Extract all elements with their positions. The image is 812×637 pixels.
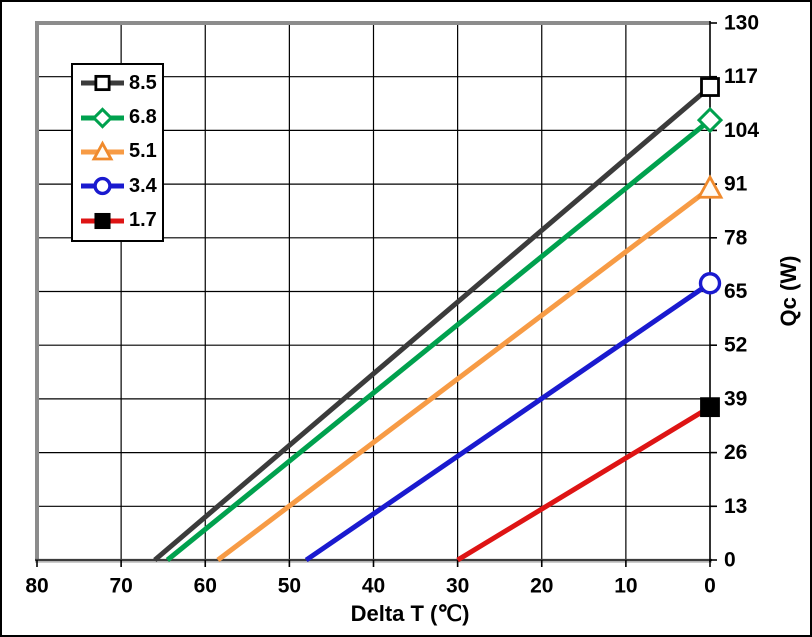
legend-label: 5.1 — [129, 140, 157, 163]
x-tick-label: 50 — [278, 575, 301, 598]
x-tick-label: 70 — [109, 575, 132, 598]
y-axis-title-text: Qc (W) — [776, 255, 801, 327]
legend-item: 6.8 — [73, 100, 162, 134]
legend-marker — [91, 140, 114, 161]
legend-marker — [93, 177, 112, 196]
series-line-3.4 — [304, 281, 712, 563]
y-tick-label: 65 — [724, 280, 748, 303]
legend-label: 3.4 — [129, 174, 157, 197]
y-tick-label: 26 — [724, 441, 747, 464]
x-tick-label: 60 — [194, 575, 217, 598]
x-tick-label: 80 — [25, 575, 48, 598]
legend-label: 6.8 — [129, 106, 157, 129]
series-marker-1.7 — [700, 397, 720, 418]
x-tick-label: 20 — [530, 575, 553, 598]
y-tick-label: 0 — [724, 549, 736, 572]
legend-label: 8.5 — [129, 71, 157, 94]
legend-marker — [94, 212, 111, 229]
legend-sample — [81, 177, 124, 196]
series-line-6.8 — [165, 118, 712, 562]
series-line-8.5 — [153, 85, 712, 562]
x-tick-label: 0 — [704, 575, 716, 598]
legend-marker — [94, 75, 111, 92]
y-tick-label: 91 — [724, 173, 748, 196]
x-axis-title: Delta T (℃) — [350, 601, 470, 626]
y-tick-label: 117 — [724, 65, 758, 88]
series-marker-3.4 — [698, 272, 722, 295]
y-tick-label: 39 — [724, 387, 747, 410]
x-tick-label: 40 — [362, 575, 385, 598]
y-tick-label: 78 — [724, 226, 748, 249]
legend-sample — [81, 212, 124, 229]
x-tick-label: 10 — [614, 575, 637, 598]
legend-item: 3.4 — [73, 169, 162, 203]
legend-item: 1.7 — [73, 204, 162, 238]
series-marker-5.1 — [696, 174, 724, 199]
series-line-1.7 — [456, 405, 712, 563]
legend-item: 5.1 — [73, 135, 162, 169]
y-tick-label: 104 — [724, 119, 759, 142]
legend-sample — [81, 75, 124, 92]
legend: 8.5 6.8 5.1 3.4 1.7 — [71, 63, 164, 242]
legend-sample — [81, 106, 124, 129]
legend-item: 8.5 — [73, 66, 162, 100]
y-tick-label: 130 — [724, 12, 759, 35]
legend-sample — [81, 140, 124, 161]
legend-label: 1.7 — [129, 209, 157, 232]
y-tick-label: 52 — [724, 334, 747, 357]
y-tick-label: 13 — [724, 495, 747, 518]
x-tick-label: 30 — [446, 575, 469, 598]
legend-marker — [91, 106, 114, 129]
series-line-5.1 — [216, 186, 712, 562]
series-marker-6.8 — [696, 106, 724, 134]
series-marker-8.5 — [700, 77, 720, 97]
